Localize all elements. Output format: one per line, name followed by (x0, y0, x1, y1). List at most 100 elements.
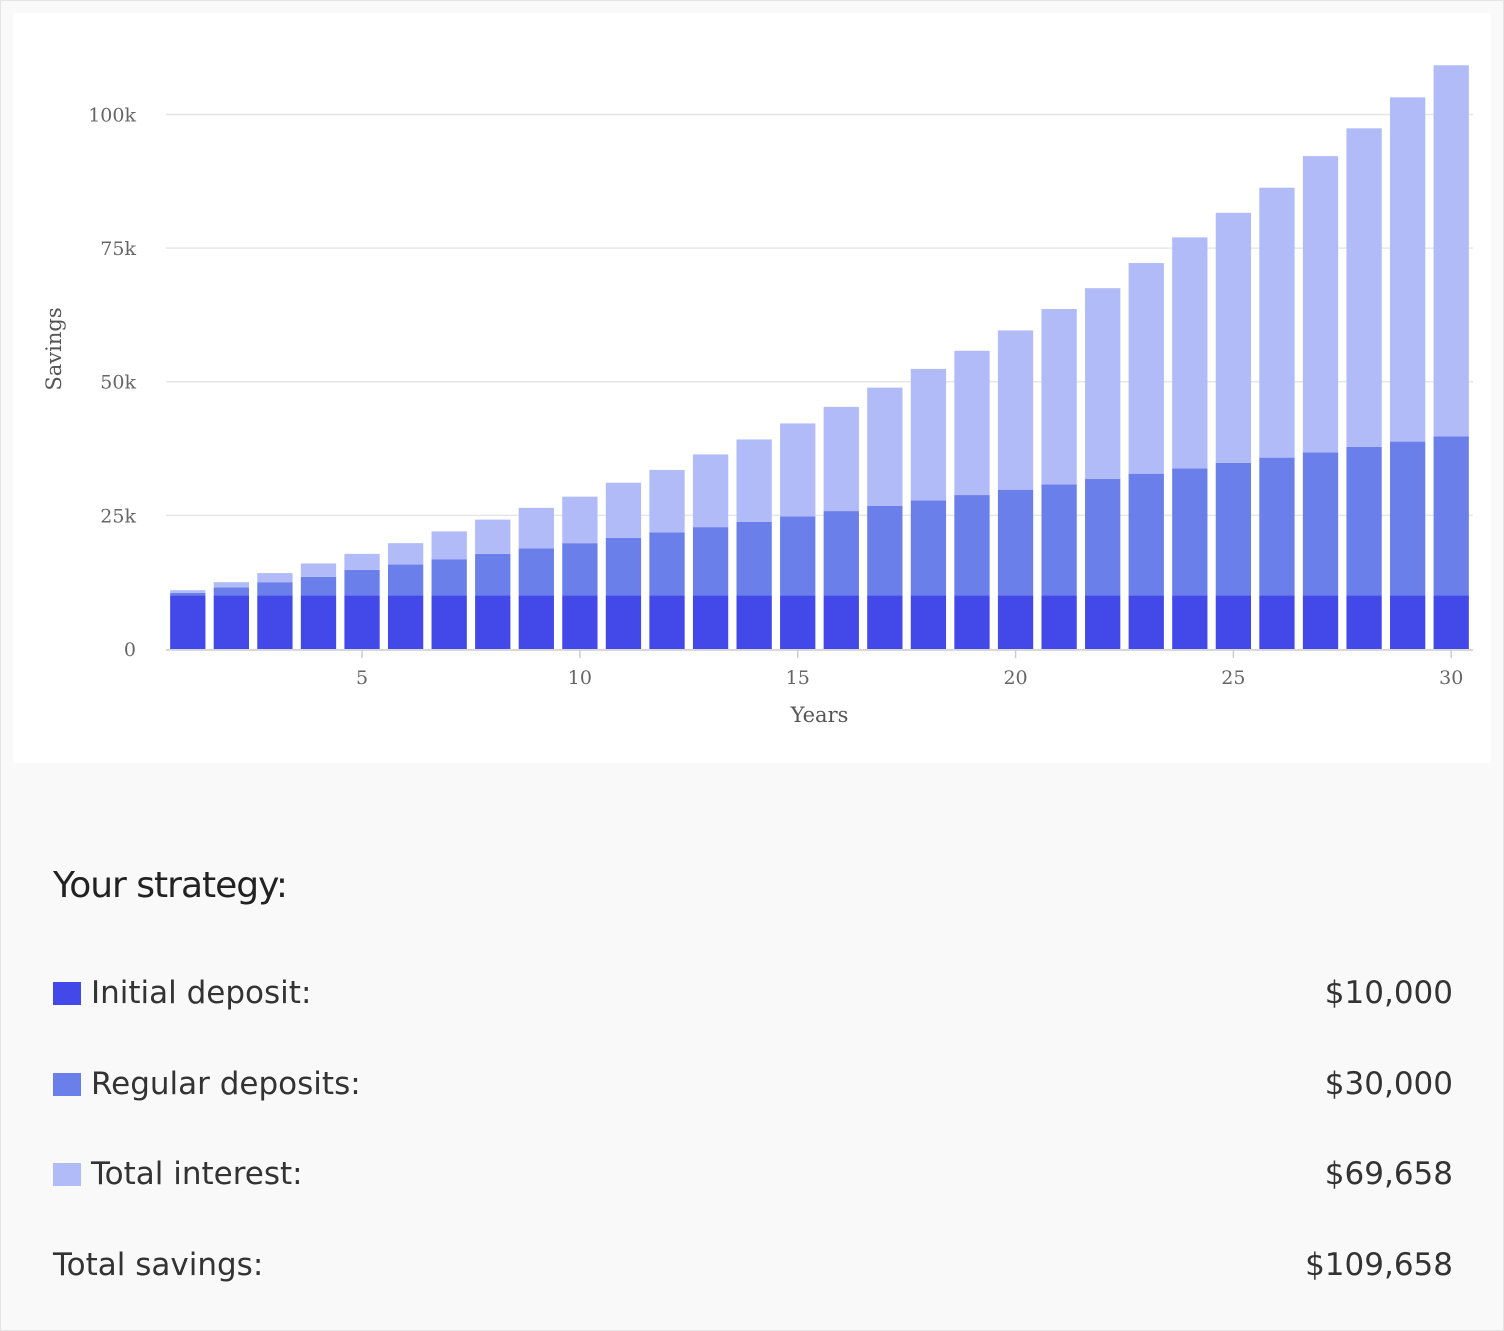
bar-segment-series-2[interactable] (170, 592, 206, 596)
bar-segment-series-1[interactable] (1128, 595, 1164, 649)
bar-segment-series-1[interactable] (954, 595, 990, 649)
bar-segment-series-3[interactable] (823, 406, 859, 512)
bar-segment-series-1[interactable] (562, 595, 598, 649)
bar-segment-series-2[interactable] (257, 582, 293, 596)
bar-segment-series-1[interactable] (1390, 595, 1426, 649)
bar-segment-series-3[interactable] (605, 482, 642, 538)
bar-segment-series-3[interactable] (344, 553, 380, 570)
bar-segment-series-1[interactable] (213, 595, 249, 649)
bar-segment-series-3[interactable] (300, 563, 337, 577)
bar-segment-series-2[interactable] (1128, 473, 1164, 596)
bar-segment-series-3[interactable] (170, 590, 206, 593)
bar-segment-series-1[interactable] (1302, 595, 1339, 649)
bar-segment-series-2[interactable] (1041, 484, 1077, 596)
bar-segment-series-1[interactable] (605, 595, 642, 649)
bar-segment-series-3[interactable] (1390, 97, 1426, 442)
bar-segment-series-1[interactable] (1433, 595, 1469, 649)
bar-segment-series-2[interactable] (300, 576, 337, 596)
bar-segment-series-2[interactable] (344, 569, 380, 596)
total-interest-value: $69,658 (1324, 1156, 1453, 1192)
bar-segment-series-1[interactable] (475, 595, 511, 649)
bar-segment-series-3[interactable] (692, 454, 729, 528)
bar-segment-series-2[interactable] (1433, 436, 1469, 596)
bar-segment-series-3[interactable] (910, 368, 947, 501)
bar-segment-series-1[interactable] (1172, 595, 1208, 649)
bar-segment-series-3[interactable] (954, 350, 990, 496)
bar-segment-series-2[interactable] (1085, 479, 1121, 596)
x-tick-label: 30 (1439, 667, 1463, 689)
bar-segment-series-1[interactable] (1259, 595, 1295, 649)
initial-deposit-value: $10,000 (1324, 975, 1453, 1011)
bar-segment-series-3[interactable] (1433, 65, 1469, 437)
bar-segment-series-2[interactable] (1302, 452, 1339, 596)
bar-segment-series-1[interactable] (1085, 595, 1121, 649)
bar-segment-series-3[interactable] (1172, 237, 1208, 469)
bar-segment-series-1[interactable] (1346, 595, 1382, 649)
bar-segment-series-2[interactable] (1215, 462, 1252, 596)
bar-segment-series-3[interactable] (431, 531, 467, 560)
bar-segment-series-3[interactable] (736, 439, 772, 522)
bar-segment-series-1[interactable] (997, 595, 1034, 649)
bar-segment-series-2[interactable] (780, 516, 816, 596)
bar-segment-series-1[interactable] (910, 595, 947, 649)
bar-segment-series-2[interactable] (1346, 446, 1382, 596)
bar-segment-series-1[interactable] (170, 595, 206, 649)
bar-segment-series-1[interactable] (780, 595, 816, 649)
bar-segment-series-3[interactable] (518, 507, 554, 549)
bar-segment-series-1[interactable] (736, 595, 772, 649)
y-axis-title: Savings (42, 307, 66, 390)
bar-segment-series-1[interactable] (1215, 595, 1252, 649)
bar-segment-series-1[interactable] (692, 595, 729, 649)
bar-segment-series-3[interactable] (1085, 288, 1121, 480)
bar-segment-series-1[interactable] (300, 595, 337, 649)
initial-deposit-swatch (53, 981, 81, 1005)
bar-segment-series-2[interactable] (1172, 468, 1208, 596)
bar-segment-series-3[interactable] (562, 496, 598, 544)
bar-segment-series-3[interactable] (780, 423, 816, 517)
bar-segment-series-1[interactable] (1041, 595, 1077, 649)
bar-segment-series-2[interactable] (736, 521, 772, 596)
bar-segment-series-2[interactable] (997, 489, 1034, 596)
bar-segment-series-3[interactable] (1259, 187, 1295, 458)
bar-segment-series-1[interactable] (257, 595, 293, 649)
bar-segment-series-1[interactable] (387, 595, 424, 649)
bar-segment-series-2[interactable] (1259, 457, 1295, 596)
axes: 0 25k 50k 75k 100k 5 10 15 20 25 30 Years Savings (42, 104, 1473, 727)
bar-segment-series-3[interactable] (475, 519, 511, 554)
bar-segment-series-2[interactable] (518, 548, 554, 596)
bar-segment-series-3[interactable] (1041, 309, 1077, 485)
total-savings-row: Total savings: $109,658 (53, 1240, 1453, 1290)
bar-segment-series-2[interactable] (910, 500, 947, 596)
bar-segment-series-3[interactable] (387, 543, 424, 565)
bar-segment-series-1[interactable] (431, 595, 467, 649)
bar-segment-series-1[interactable] (823, 595, 859, 649)
bar-segment-series-3[interactable] (997, 330, 1034, 490)
grid-lines (166, 113, 1473, 517)
bar-segment-series-2[interactable] (649, 532, 685, 596)
bar-segment-series-2[interactable] (954, 495, 990, 596)
bar-segment-series-2[interactable] (823, 511, 859, 596)
bar-segment-series-2[interactable] (867, 505, 903, 596)
bar-segment-series-2[interactable] (431, 559, 467, 596)
bar-segment-series-2[interactable] (605, 537, 642, 596)
bar-segment-series-2[interactable] (1390, 441, 1426, 596)
bar-segment-series-1[interactable] (867, 595, 903, 649)
bar-segment-series-3[interactable] (213, 582, 249, 588)
bar-segment-series-2[interactable] (213, 587, 249, 596)
bar-segment-series-3[interactable] (1128, 263, 1164, 474)
bar-segment-series-2[interactable] (692, 527, 729, 596)
bar-segment-series-3[interactable] (1346, 128, 1382, 447)
bar-segment-series-1[interactable] (649, 595, 685, 649)
bar-segment-series-2[interactable] (387, 564, 424, 596)
bar-segment-series-3[interactable] (257, 573, 293, 583)
bar-segment-series-2[interactable] (562, 543, 598, 596)
bar-segment-series-3[interactable] (867, 387, 903, 506)
bar-segment-series-3[interactable] (649, 469, 685, 533)
bar-segment-series-1[interactable] (344, 595, 380, 649)
initial-deposit-label: Initial deposit: (91, 975, 312, 1011)
bar-segment-series-3[interactable] (1215, 212, 1252, 463)
bar-segment-series-3[interactable] (1302, 156, 1339, 453)
bar-segment-series-2[interactable] (475, 553, 511, 596)
bar-segment-series-1[interactable] (518, 595, 554, 649)
y-tick-label: 0 (124, 639, 136, 661)
